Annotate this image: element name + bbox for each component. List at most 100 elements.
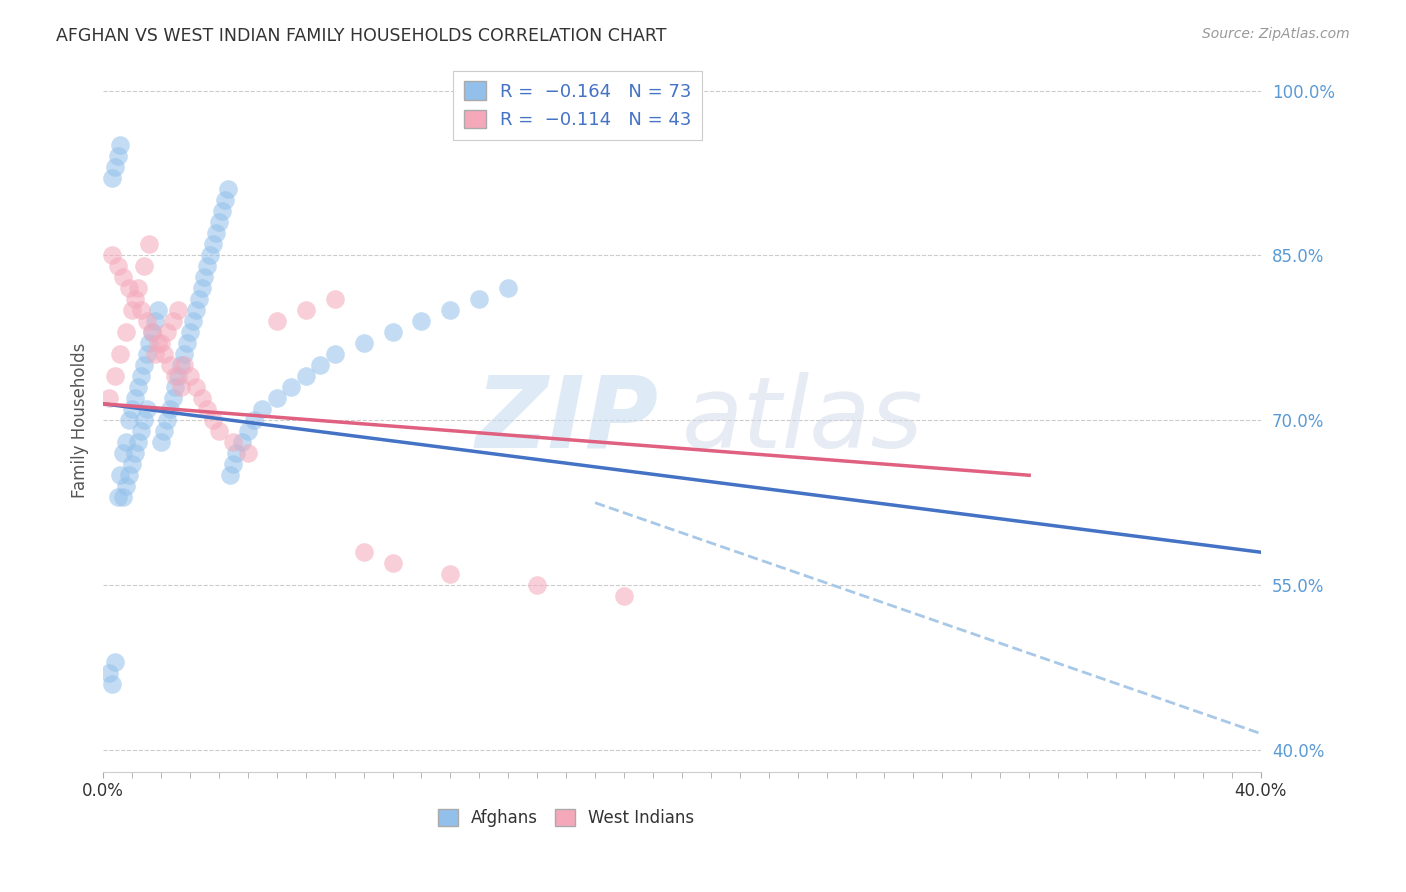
Point [208,424,231,438]
Point [411,314,433,328]
Point [162,314,184,328]
Point [184,303,207,318]
Point [97,392,120,406]
Point [353,336,375,351]
Point [129,303,152,318]
Point [112,270,135,285]
Text: ZIP: ZIP [475,372,659,469]
Text: Source: ZipAtlas.com: Source: ZipAtlas.com [1202,27,1350,41]
Point [190,281,212,295]
Point [439,567,461,582]
Point [294,303,316,318]
Point [179,326,201,340]
Point [115,435,138,450]
Point [167,303,190,318]
Point [439,303,461,318]
Point [211,204,233,219]
Point [526,578,548,592]
Point [97,666,120,681]
Point [309,359,332,373]
Point [124,392,146,406]
Point [101,171,124,186]
Point [165,369,187,384]
Point [110,138,132,153]
Point [153,424,176,438]
Point [112,490,135,504]
Point [242,413,264,427]
Point [124,293,146,307]
Text: atlas: atlas [682,372,924,469]
Point [115,326,138,340]
Point [150,435,173,450]
Point [208,215,231,229]
Point [231,435,253,450]
Point [170,359,193,373]
Point [190,392,212,406]
Point [127,435,149,450]
Point [104,161,127,175]
Point [135,402,157,417]
Point [266,314,288,328]
Point [112,446,135,460]
Y-axis label: Family Households: Family Households [72,343,89,498]
Point [222,435,245,450]
Point [104,655,127,669]
Point [129,369,152,384]
Point [159,402,181,417]
Point [159,359,181,373]
Point [173,347,195,361]
Point [121,303,143,318]
Point [236,446,259,460]
Point [195,402,218,417]
Point [202,237,225,252]
Point [115,479,138,493]
Point [294,369,316,384]
Point [101,248,124,262]
Point [195,260,218,274]
Point [217,182,239,196]
Point [141,326,163,340]
Point [118,468,141,483]
Point [132,413,155,427]
Point [176,336,198,351]
Point [173,359,195,373]
Point [127,380,149,394]
Point [132,260,155,274]
Point [101,677,124,691]
Point [468,293,491,307]
Point [124,446,146,460]
Point [280,380,302,394]
Point [107,490,129,504]
Point [135,314,157,328]
Point [138,336,160,351]
Point [184,380,207,394]
Point [118,281,141,295]
Point [200,248,222,262]
Point [156,413,179,427]
Point [135,347,157,361]
Point [323,347,346,361]
Point [496,281,519,295]
Point [219,468,242,483]
Point [146,303,169,318]
Point [170,380,193,394]
Point [127,281,149,295]
Point [252,402,274,417]
Point [146,336,169,351]
Legend: Afghans, West Indians: Afghans, West Indians [432,803,702,834]
Point [107,260,129,274]
Point [179,369,201,384]
Point [353,545,375,559]
Point [202,413,225,427]
Point [153,347,176,361]
Point [129,424,152,438]
Point [613,589,636,603]
Point [118,413,141,427]
Point [104,369,127,384]
Point [225,446,247,460]
Point [222,457,245,471]
Point [143,314,166,328]
Point [187,293,209,307]
Point [323,293,346,307]
Point [167,369,190,384]
